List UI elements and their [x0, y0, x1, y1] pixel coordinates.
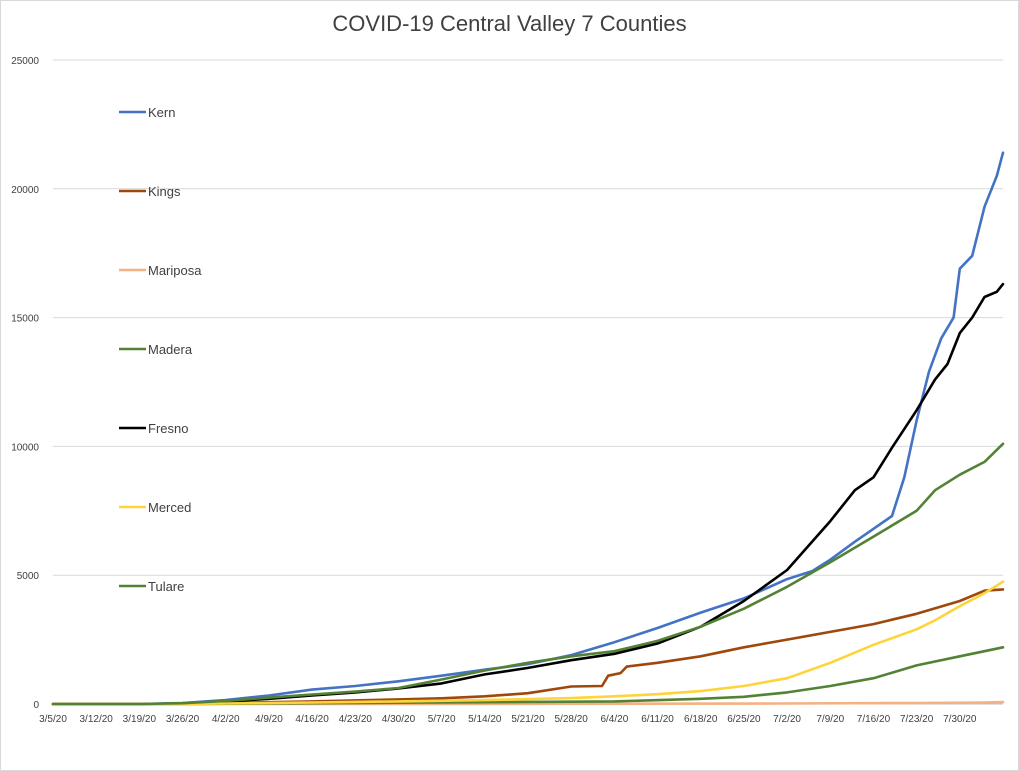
x-tick-label: 3/26/20 [166, 714, 200, 725]
y-tick-label: 0 [33, 700, 39, 711]
series-line-fresno [51, 282, 1005, 706]
legend-label-fresno: Fresno [148, 421, 188, 436]
x-tick-label: 5/7/20 [428, 714, 456, 725]
legend: Kern Kings Mariposa Madera Fresno Merced Tular… [119, 105, 202, 594]
legend-label-merced: Merced [148, 500, 191, 515]
x-tick-label: 7/16/20 [857, 714, 891, 725]
series-line-kings [51, 588, 1005, 706]
y-tick-label: 20000 [11, 185, 39, 196]
x-tick-label: 7/30/20 [943, 714, 977, 725]
x-tick-label: 7/9/20 [816, 714, 844, 725]
chart-title: COVID-19 Central Valley 7 Counties [332, 11, 687, 36]
legend-label-kern: Kern [148, 105, 175, 120]
y-tick-label: 15000 [11, 314, 39, 325]
x-tick-label: 5/28/20 [554, 714, 588, 725]
legend-label-mariposa: Mariposa [148, 263, 202, 278]
y-tick-label: 10000 [11, 442, 39, 453]
y-tick-label: 5000 [17, 571, 40, 582]
series-line-merced [51, 580, 1005, 706]
gridlines [53, 59, 1003, 576]
x-tick-label: 6/18/20 [684, 714, 718, 725]
x-tick-label: 3/5/20 [39, 714, 67, 725]
legend-label-madera: Madera [148, 342, 193, 357]
x-tick-label: 7/23/20 [900, 714, 934, 725]
series-line-madera [51, 646, 1005, 706]
x-tick-label: 3/12/20 [79, 714, 113, 725]
axes: 0 5000 10000 15000 20000 25000 3/5/20 3/12/20 3/… [11, 56, 1003, 725]
y-tick-label: 25000 [11, 56, 39, 67]
series-line-tulare [51, 442, 1005, 706]
x-tick-label: 4/9/20 [255, 714, 283, 725]
series-lines [51, 151, 1005, 706]
legend-label-kings: Kings [148, 184, 181, 199]
x-tick-label: 7/2/20 [773, 714, 801, 725]
x-tick-label: 5/14/20 [468, 714, 502, 725]
legend-label-tulare: Tulare [148, 579, 184, 594]
x-tick-label: 4/16/20 [295, 714, 329, 725]
x-tick-label: 4/23/20 [339, 714, 373, 725]
x-tick-label: 5/21/20 [511, 714, 545, 725]
x-tick-label: 4/2/20 [212, 714, 240, 725]
series-line-kern [51, 151, 1005, 706]
x-tick-label: 6/11/20 [641, 714, 674, 725]
x-tick-label: 3/19/20 [123, 714, 157, 725]
x-tick-label: 4/30/20 [382, 714, 416, 725]
x-tick-label: 6/25/20 [727, 714, 761, 725]
x-tick-label: 6/4/20 [600, 714, 628, 725]
